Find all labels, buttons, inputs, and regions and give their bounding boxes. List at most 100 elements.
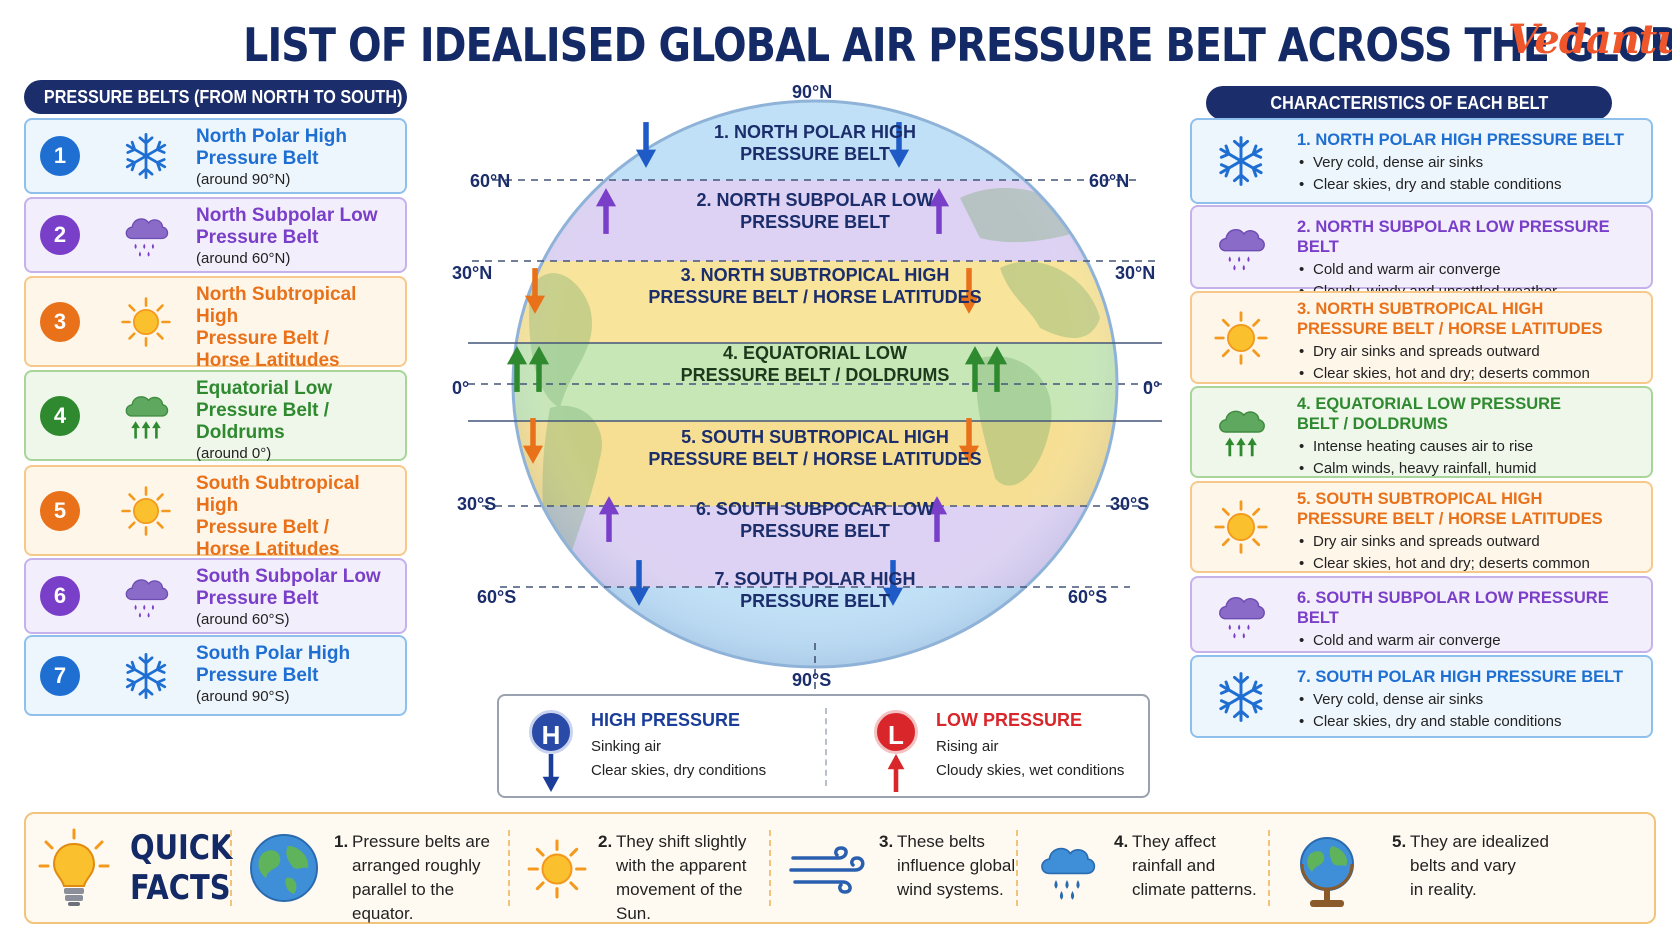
characteristics-bullets: Very cold, dense air sinksClear skies, d… [1297, 152, 1647, 196]
band-label-2: PRESSURE BELT / HORSE LATITUDES [648, 449, 981, 469]
rising-arrow-icon [886, 754, 906, 792]
desk-globe-icon [1300, 837, 1354, 907]
belt-number-badge: 5 [40, 490, 80, 531]
lat-label-60s-right: 60°S [1068, 587, 1108, 607]
high-pressure-line1: Sinking air [591, 738, 662, 755]
belt-characteristics-card: 1. NORTH POLAR HIGH PRESSURE BELT Very co… [1190, 118, 1653, 204]
characteristic-bullet: Intense heating causes air to rise [1297, 436, 1647, 458]
quick-facts-label: QUICK FACTS [130, 828, 232, 908]
belt-text: North Subpolar Low Pressure Belt (around … [196, 205, 399, 269]
band-label-2: PRESSURE BELT [740, 212, 890, 232]
belt-number-badge: 3 [40, 301, 80, 342]
belt-text: North Polar High Pressure Belt (around 90… [196, 126, 399, 190]
snowflake-icon [1212, 669, 1270, 725]
belt-characteristics-card: 7. SOUTH POLAR HIGH PRESSURE BELT Very co… [1190, 655, 1653, 738]
belt-title: North Subpolar Low Pressure Belt [196, 205, 378, 248]
lat-label-60s-left: 60°S [477, 587, 517, 607]
vedantu-logo: Vedantu [1508, 16, 1672, 63]
quick-fact-item: 5. They are idealized belts and vary in r… [1282, 814, 1642, 922]
pressure-belt-card: 5 South Subtropical High Pressure Belt / … [24, 465, 407, 579]
characteristics-title: 4. EQUATORIAL LOW PRESSURE BELT / DOLDRU… [1297, 395, 1562, 433]
rain-cloud-icon [1212, 219, 1270, 275]
left-panel-header: PRESSURE BELTS (FROM NORTH TO SOUTH) [24, 80, 407, 114]
sun-icon [1212, 499, 1270, 555]
sun-icon [1212, 310, 1270, 366]
lat-label-eq-left: 0° [452, 378, 470, 398]
lat-label-30n-left: 30°N [452, 263, 493, 283]
belt-text: South Subtropical High Pressure Belt / H… [196, 473, 399, 581]
band-label-1: 5. SOUTH SUBTROPICAL HIGH [681, 427, 949, 447]
characteristics-text: 3. NORTH SUBTROPICAL HIGH PRESSURE BELT … [1297, 299, 1647, 385]
quick-fact-item: 1. Pressure belts are arranged roughly pa… [244, 814, 514, 923]
characteristics-title: 2. NORTH SUBPOLAR LOW PRESSURE BELT [1297, 218, 1610, 256]
pressure-belt-card: 7 South Polar High Pressure Belt (around 9… [24, 635, 407, 716]
belt-number-badge: 1 [40, 136, 80, 176]
belt-number-badge: 7 [40, 655, 80, 696]
fact-separator [769, 830, 771, 906]
low-pressure-badge: L [874, 710, 918, 754]
belt-text: South Subpolar Low Pressure Belt (around … [196, 566, 399, 630]
fact-separator [230, 830, 232, 906]
belt-characteristics-card: 2. NORTH SUBPOLAR LOW PRESSURE BELT Cold … [1190, 205, 1653, 303]
high-pressure-title: HIGH PRESSURE [591, 710, 741, 730]
fact-number: 5. [1392, 832, 1407, 851]
lightbulb-icon [38, 828, 110, 906]
band-label-2: PRESSURE BELT [740, 591, 890, 611]
snowflake-icon [1212, 133, 1270, 189]
quick-fact-item: 3. These belts influence global wind syst… [783, 814, 1023, 922]
band-label-1: 3. NORTH SUBTROPICAL HIGH [681, 265, 950, 285]
belt-latitude: (around 60°S) [196, 611, 290, 628]
band-label-2: PRESSURE BELT [740, 144, 890, 164]
snowflake-icon [118, 650, 174, 702]
belt-latitude: (around 90°S) [196, 688, 290, 705]
band-label-1: 2. NORTH SUBPOLAR LOW [697, 190, 934, 210]
rain-cloud-icon [1041, 847, 1096, 900]
characteristics-text: 1. NORTH POLAR HIGH PRESSURE BELT Very co… [1297, 130, 1647, 196]
high-pressure-line2: Clear skies, dry conditions [591, 762, 767, 779]
right-panel-header: CHARACTERISTICS OF EACH BELT [1206, 86, 1612, 120]
band-label-2: PRESSURE BELT [740, 521, 890, 541]
fact-number: 4. [1114, 832, 1129, 851]
belt-text: Equatorial Low Pressure Belt / Doldrums (… [196, 378, 399, 464]
sun-icon [118, 296, 174, 348]
fact-separator [1268, 830, 1270, 906]
characteristics-text: 7. SOUTH POLAR HIGH PRESSURE BELT Very co… [1297, 667, 1647, 733]
belt-title: South Polar High Pressure Belt [196, 643, 351, 686]
fact-number: 3. [879, 832, 894, 851]
lat-label-90s: 90°S [792, 670, 832, 690]
quick-facts-panel: QUICK FACTS 1. Pressure belts are arrange… [24, 812, 1656, 924]
band-label-1: 4. EQUATORIAL LOW [723, 343, 907, 363]
latitude-lines [468, 179, 1162, 690]
fact-text: They are idealized belts and vary in rea… [1410, 832, 1549, 899]
pressure-belt-card: 1 North Polar High Pressure Belt (around 9… [24, 118, 407, 194]
quick-facts-label-line2: FACTS [130, 868, 231, 908]
quick-fact-item: 4. They affect rainfall and climate patte… [1030, 814, 1275, 922]
characteristic-bullet: Clear skies, hot and dry; deserts common [1297, 363, 1647, 385]
band-label-2: PRESSURE BELT / HORSE LATITUDES [648, 287, 981, 307]
fact-separator [1016, 830, 1018, 906]
quick-fact-item: 2. They shift slightly with the apparent … [522, 814, 778, 923]
belt-number-badge: 6 [40, 576, 80, 616]
belt-number-badge: 4 [40, 395, 80, 436]
characteristic-bullet: Clear skies, dry and stable conditions [1297, 711, 1647, 733]
belt-title: North Subtropical High Pressure Belt / H… [196, 284, 357, 371]
lat-label-60n-right: 60°N [1089, 171, 1130, 191]
characteristics-text: 5. SOUTH SUBTROPICAL HIGH PRESSURE BELT … [1297, 489, 1647, 575]
low-pressure-line1: Rising air [936, 738, 999, 755]
belt-title: North Polar High Pressure Belt [196, 126, 347, 169]
characteristic-bullet: Dry air sinks and spreads outward [1297, 341, 1647, 363]
characteristics-bullets: Dry air sinks and spreads outwardClear s… [1297, 531, 1647, 575]
characteristic-bullet: Very cold, dense air sinks [1297, 152, 1647, 174]
characteristic-bullet: Calm winds, heavy rainfall, humid [1297, 458, 1647, 480]
characteristic-bullet: Dry air sinks and spreads outward [1297, 531, 1647, 553]
sinking-arrow-icon [541, 754, 561, 792]
characteristic-bullet: Cold and warm air converge [1297, 630, 1647, 652]
fact-number: 2. [598, 832, 613, 851]
pressure-belt-card: 4 Equatorial Low Pressure Belt / Doldrums… [24, 370, 407, 464]
rising-cloud-icon [118, 390, 174, 442]
lat-label-eq-right: 0° [1143, 378, 1161, 398]
page-title: LIST OF IDEALISED GLOBAL AIR PRESSURE BE… [243, 18, 1672, 72]
characteristics-bullets: Very cold, dense air sinksClear skies, d… [1297, 689, 1647, 733]
high-pressure-badge: H [529, 710, 573, 754]
